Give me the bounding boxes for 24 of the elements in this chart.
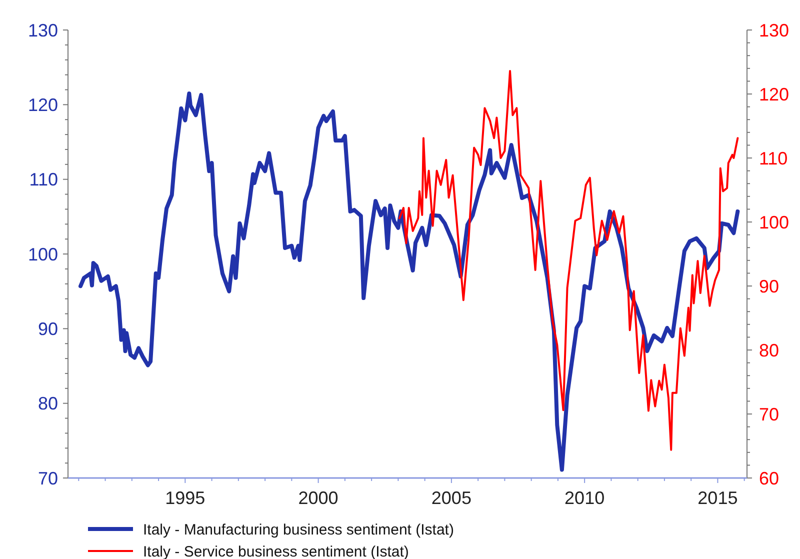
- y-tick-label: 100: [28, 244, 58, 264]
- y-tick-label: 120: [28, 94, 58, 115]
- y-tick-label: 110: [29, 170, 58, 190]
- y-tick-label: 80: [38, 394, 58, 414]
- y-tick-label: 90: [38, 318, 58, 339]
- y2-tick-label: 120: [759, 84, 790, 104]
- y2-tick-label: 70: [759, 404, 780, 424]
- y2-tick-label: 110: [759, 148, 788, 168]
- line-series: [78, 91, 740, 472]
- y-tick-label: 130: [28, 20, 58, 40]
- x-tick-label: 2015: [698, 488, 738, 508]
- legend-label: Italy - Service business sentiment (Istat): [143, 543, 409, 559]
- x-tick-label: 2005: [431, 488, 472, 508]
- y-tick-label: 70: [38, 468, 58, 488]
- x-tick-label: 2010: [564, 488, 605, 508]
- line-series: [398, 70, 739, 451]
- y2-tick-label: 130: [759, 20, 790, 40]
- y2-tick-label: 80: [759, 340, 780, 360]
- legend-label: Italy - Manufacturing business sentiment (Istat): [143, 521, 454, 538]
- y2-tick-label: 60: [759, 468, 780, 488]
- x-tick-label: 1995: [165, 488, 206, 508]
- x-tick-label: 2000: [298, 488, 338, 508]
- y2-tick-label: 100: [759, 212, 790, 232]
- y2-tick-label: 90: [759, 276, 780, 296]
